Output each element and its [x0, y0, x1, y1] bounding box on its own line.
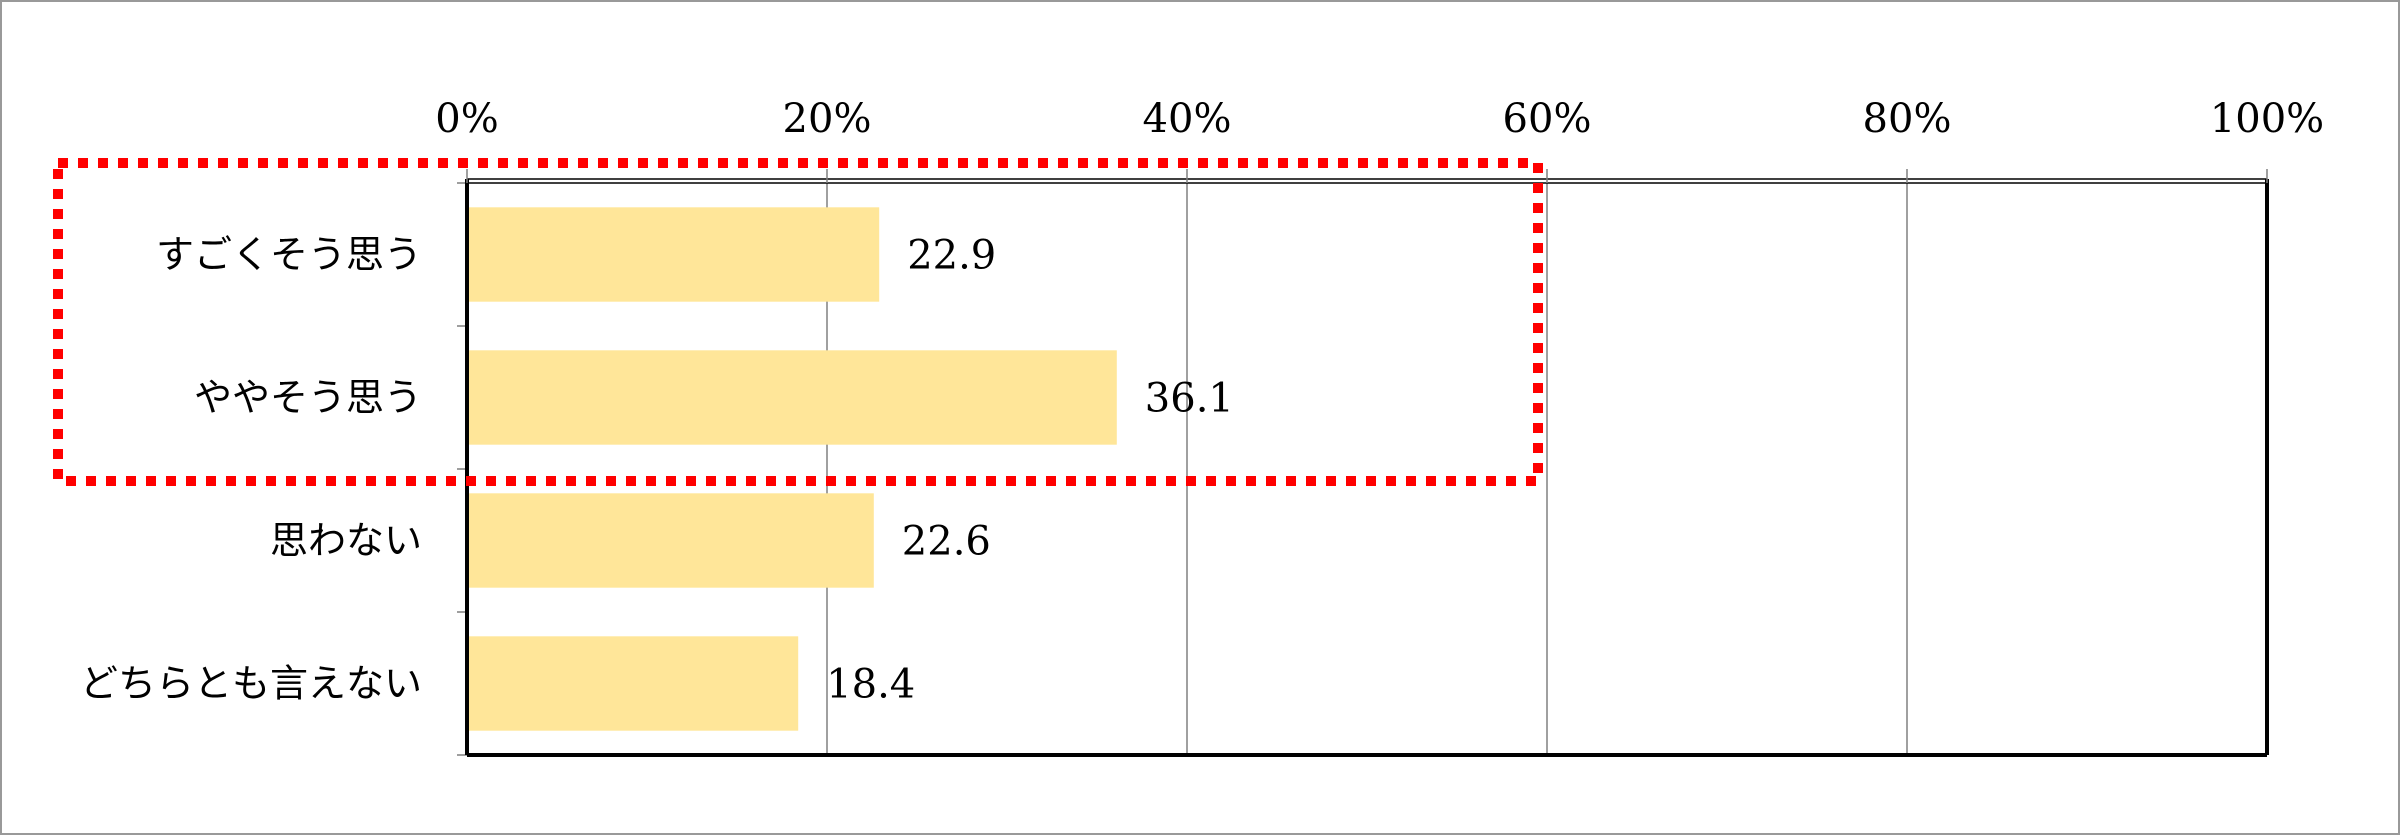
value-labels: 22.9 36.1 22.6 18.4: [826, 233, 1234, 708]
category-label: すごくそう思う: [156, 233, 422, 277]
x-tick-label: 0%: [435, 96, 498, 142]
highlight-box-outline: [53, 158, 1543, 486]
x-tick-label: 20%: [783, 96, 872, 142]
bar: [467, 636, 799, 731]
bars: [467, 207, 1117, 731]
value-label: 36.1: [1145, 376, 1234, 422]
category-label: 思わない: [270, 519, 422, 563]
x-tick-label: 80%: [1863, 96, 1952, 142]
highlight-box: [53, 158, 1543, 486]
x-tick-label: 60%: [1503, 96, 1592, 142]
x-tick-label: 100%: [2210, 96, 2324, 142]
value-label: 22.6: [902, 519, 991, 565]
value-label: 22.9: [907, 233, 996, 279]
x-axis-ticks: 0% 20% 40% 60% 80% 100%: [435, 96, 2324, 183]
bar: [467, 350, 1117, 445]
category-label: どちらとも言えない: [80, 662, 422, 706]
x-tick-label: 40%: [1143, 96, 1232, 142]
bar: [467, 493, 874, 588]
plot-frame: [457, 178, 2269, 757]
category-label: ややそう思う: [194, 376, 422, 420]
bar: [467, 207, 880, 302]
value-label: 18.4: [826, 662, 915, 708]
gridlines: [826, 183, 1908, 755]
